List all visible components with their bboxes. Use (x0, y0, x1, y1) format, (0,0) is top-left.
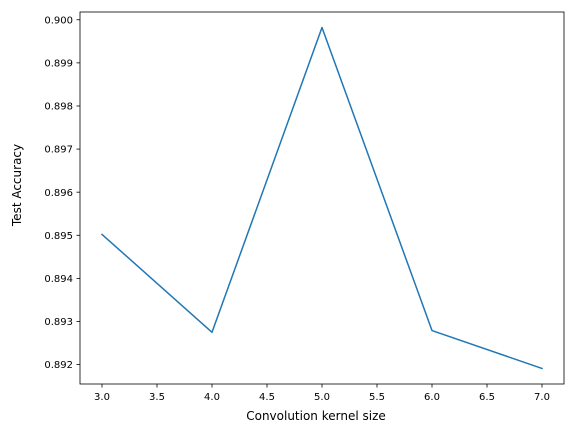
y-tick-label: 0.895 (44, 231, 73, 242)
x-axis-label: Convolution kernel size (246, 409, 386, 423)
y-tick-label: 0.898 (44, 102, 73, 113)
y-tick-label: 0.893 (44, 317, 73, 328)
x-tick-label: 6.0 (424, 392, 440, 403)
y-tick-label: 0.899 (44, 58, 73, 69)
x-tick-label: 5.5 (369, 392, 385, 403)
series-line (102, 28, 542, 369)
x-tick-label: 4.0 (204, 392, 220, 403)
y-axis-ticks: 0.892 0.893 0.894 0.895 0.896 0.897 0.898 0.899… (44, 15, 80, 371)
x-tick-label: 4.5 (259, 392, 275, 403)
x-tick-label: 5.0 (314, 392, 330, 403)
y-axis-label: Test Accuracy (10, 144, 24, 227)
plot-area (80, 12, 564, 384)
x-tick-label: 7.0 (534, 392, 550, 403)
y-tick-label: 0.894 (44, 274, 73, 285)
x-tick-label: 3.0 (94, 392, 110, 403)
x-tick-label: 6.5 (479, 392, 495, 403)
axes-frame (80, 12, 564, 384)
y-tick-label: 0.892 (44, 360, 73, 371)
y-tick-label: 0.900 (44, 15, 73, 26)
x-tick-label: 3.5 (149, 392, 165, 403)
x-axis-ticks: 3.0 3.5 4.0 4.5 5.0 5.5 6.0 6.5 7.0 (94, 384, 550, 403)
y-tick-label: 0.897 (44, 145, 73, 156)
y-tick-label: 0.896 (44, 188, 73, 199)
